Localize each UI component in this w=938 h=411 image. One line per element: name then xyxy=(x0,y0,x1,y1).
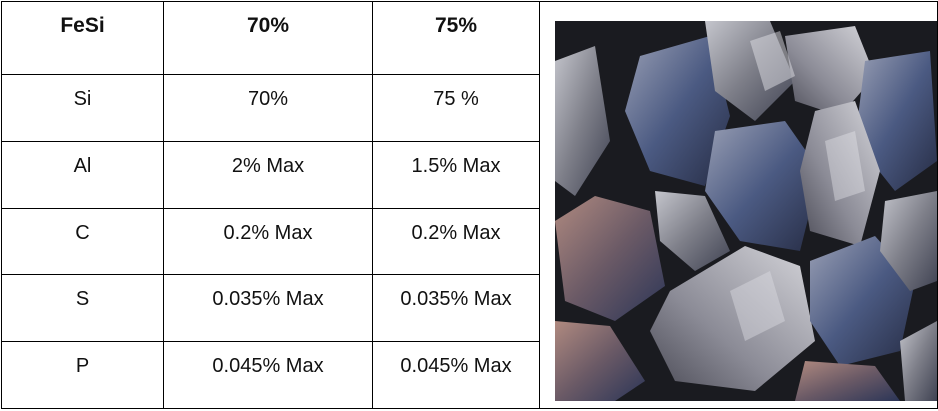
element-label: Al xyxy=(73,155,92,177)
table-row: S 0.035% Max 0.035% Max xyxy=(1,274,938,342)
header-label: FeSi xyxy=(60,14,105,37)
value-text: 0.045% Max xyxy=(400,355,512,377)
header-label: 75% xyxy=(434,14,478,37)
element-cell: Si xyxy=(1,74,164,142)
value-text: 0.035% Max xyxy=(212,288,324,310)
value-cell: 0.2% Max xyxy=(163,208,373,275)
element-cell: C xyxy=(1,208,164,275)
table-row: Si 70% 75 % xyxy=(1,74,938,142)
value-cell: 1.5% Max xyxy=(372,141,540,209)
value-text: 2% Max xyxy=(231,155,305,177)
ferrosilicon-lumps-illustration xyxy=(555,21,937,401)
element-label: P xyxy=(75,355,90,377)
value-cell: 0.2% Max xyxy=(372,208,540,275)
table-row: C 0.2% Max 0.2% Max xyxy=(1,208,938,275)
element-cell: P xyxy=(1,341,164,409)
element-cell: Al xyxy=(1,141,164,209)
value-text: 0.035% Max xyxy=(400,288,512,310)
value-cell: 0.035% Max xyxy=(163,274,373,342)
value-cell: 0.045% Max xyxy=(372,341,540,409)
value-text: 0.2% Max xyxy=(223,222,313,244)
value-cell: 2% Max xyxy=(163,141,373,209)
element-label: S xyxy=(75,288,90,310)
value-text: 70% xyxy=(247,88,289,110)
table-row: P 0.045% Max 0.045% Max xyxy=(1,341,938,409)
header-label: 70% xyxy=(246,14,290,37)
table-row: Al 2% Max 1.5% Max xyxy=(1,141,938,209)
header-cell-70: 70% xyxy=(163,1,373,75)
header-cell-grade: FeSi xyxy=(1,1,164,75)
value-text: 75 % xyxy=(433,88,479,110)
value-cell: 0.045% Max xyxy=(163,341,373,409)
value-text: 0.2% Max xyxy=(411,222,501,244)
element-label: Si xyxy=(73,88,92,110)
value-cell: 75 % xyxy=(372,74,540,142)
element-label: C xyxy=(75,222,90,244)
ferrosilicon-lumps-image xyxy=(555,21,937,401)
value-cell: 70% xyxy=(163,74,373,142)
header-cell-75: 75% xyxy=(372,1,540,75)
value-text: 1.5% Max xyxy=(411,155,501,177)
value-cell: 0.035% Max xyxy=(372,274,540,342)
element-cell: S xyxy=(1,274,164,342)
value-text: 0.045% Max xyxy=(212,355,324,377)
product-image-cell xyxy=(539,1,938,409)
